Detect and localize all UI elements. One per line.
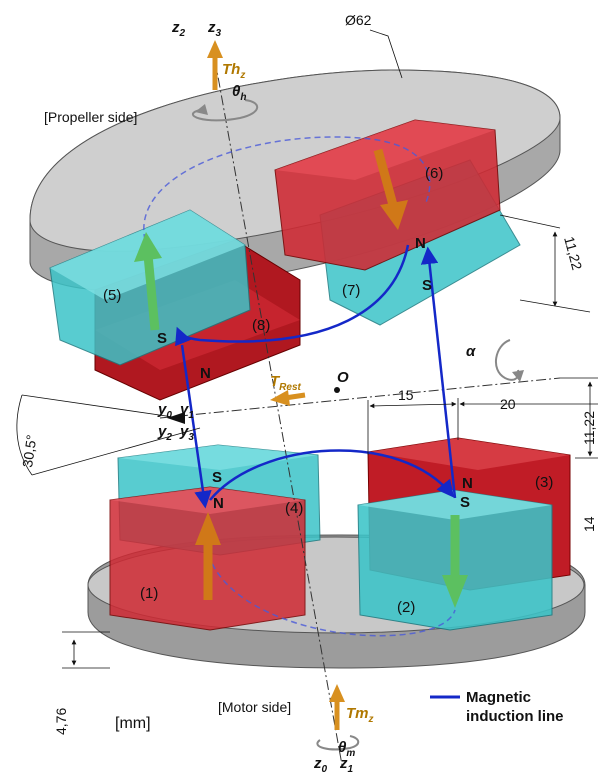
origin-point: [334, 387, 340, 393]
angle-label-theta-h: θh: [232, 83, 246, 103]
field-line-lower: [209, 449, 455, 501]
origin-label: O: [337, 369, 349, 386]
pole-n-magnet-6: N: [415, 235, 426, 252]
torque-arrow-thz: [207, 40, 223, 90]
pole-n-magnet-1: N: [213, 495, 224, 512]
legend-text-line2: induction line: [466, 708, 564, 725]
pole-s-magnet-7: S: [422, 277, 432, 294]
field-line-left: [180, 344, 212, 509]
torque-arrow-tmz: [329, 684, 345, 730]
rotation-arc-theta-h-head: [195, 104, 208, 115]
field-loop-lower-dashed: [204, 524, 456, 637]
field-loop-upper-dashed: [143, 136, 431, 241]
motor-side-label: [Motor side]: [218, 699, 291, 715]
rotation-axis: [214, 59, 343, 766]
dimension-label-14: 14: [581, 516, 597, 532]
axis-label-z2: z2: [171, 19, 186, 39]
magnetization-arrow-6: [373, 148, 408, 230]
pole-s-magnet-5: S: [157, 330, 167, 347]
rotation-arc-alpha-head: [512, 370, 524, 382]
axis-label-z3: z3: [207, 19, 222, 39]
legend-text-line1: Magnetic: [466, 689, 531, 706]
propeller-side-label: [Propeller side]: [44, 109, 137, 125]
alpha-label: α: [466, 343, 476, 360]
pole-s-magnet-2: S: [460, 494, 470, 511]
field-line-upper: [175, 244, 410, 347]
pole-n-magnet-3: N: [462, 475, 473, 492]
dimension-label-15: 15: [398, 387, 414, 403]
magnet-number-4: (4): [285, 500, 303, 517]
magnet-number-2: (2): [397, 599, 415, 616]
dimension-label-20: 20: [500, 396, 516, 412]
magnet-number-5: (5): [103, 287, 121, 304]
dimension-label-30-5-deg: 30,5°: [19, 434, 39, 469]
axis-label-y0: y0: [157, 401, 172, 421]
torque-arrow-trest: [270, 390, 306, 406]
diameter-label: Ø62: [345, 12, 372, 28]
rotation-arc-theta-m: [316, 735, 360, 751]
units-label: [mm]: [115, 715, 151, 732]
axis-label-z0: z0: [313, 755, 328, 774]
magnet-number-7: (7): [342, 282, 360, 299]
torque-label-tmz: Tmz: [346, 705, 374, 725]
magnetization-arrow-2: [442, 515, 468, 608]
dimension-label-4-76: 4,76: [53, 708, 69, 735]
axis-label-y2: y2: [157, 423, 172, 443]
angle-label-theta-m: θm: [338, 739, 355, 759]
axis-label-z1: z1: [339, 755, 354, 774]
pole-n-magnet-8: N: [200, 365, 211, 382]
magnet-number-6: (6): [425, 165, 443, 182]
magnet-number-8: (8): [252, 317, 270, 334]
y-axis-arrow: [167, 412, 185, 424]
magnet-number-3: (3): [535, 474, 553, 491]
magnetization-arrow-5: [134, 232, 162, 331]
y-axis-line: [159, 377, 561, 419]
field-line-right: [420, 246, 457, 499]
dimension-label-11-22-right: 11,22: [581, 411, 597, 445]
torque-label-trest: TRest: [270, 373, 302, 393]
dimension-lines: [16, 29, 598, 669]
magnetization-arrow-1: [195, 512, 221, 600]
axis-label-y3: y3: [179, 423, 194, 443]
magnet-number-1: (1): [140, 585, 158, 602]
pole-s-magnet-4: S: [212, 469, 222, 486]
axis-label-y1: y1: [179, 401, 194, 421]
torque-label-thz: Thz: [222, 61, 245, 81]
rotation-arc-theta-h: [192, 99, 259, 122]
dimension-label-11-22-upper: 11,22: [561, 235, 585, 272]
